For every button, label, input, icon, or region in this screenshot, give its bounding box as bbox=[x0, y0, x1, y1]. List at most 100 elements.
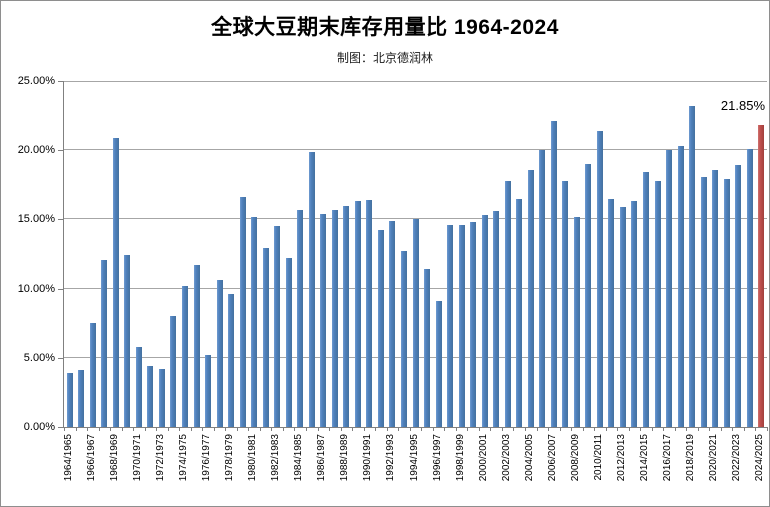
x-axis-tick bbox=[502, 427, 503, 431]
bar bbox=[78, 370, 85, 427]
x-axis-tick bbox=[202, 427, 203, 431]
bar bbox=[516, 198, 523, 427]
gridline bbox=[64, 149, 767, 151]
x-axis-tick bbox=[421, 427, 422, 431]
bar bbox=[562, 180, 569, 427]
x-axis-tick bbox=[76, 427, 77, 431]
x-axis-tick bbox=[352, 427, 353, 431]
x-axis-label: 2022/2023 bbox=[731, 434, 743, 482]
x-axis-label: 2024/2025 bbox=[754, 434, 766, 482]
bar bbox=[239, 197, 246, 427]
x-axis-label: 1978/1979 bbox=[224, 434, 236, 482]
x-axis-label: 2012/2013 bbox=[615, 434, 627, 482]
x-axis-label: 1990/1991 bbox=[362, 434, 374, 482]
bar bbox=[412, 219, 419, 427]
bar bbox=[308, 151, 315, 427]
x-axis-tick bbox=[537, 427, 538, 431]
chart-subtitle: 制图：北京德润林 bbox=[336, 51, 433, 65]
x-axis-tick bbox=[410, 427, 411, 431]
bar bbox=[297, 209, 304, 427]
x-axis-tick bbox=[571, 427, 572, 431]
x-axis-label: 2000/2001 bbox=[477, 434, 489, 482]
x-axis-label: 2008/2009 bbox=[569, 434, 581, 482]
x-axis-label: 1968/1969 bbox=[108, 434, 120, 482]
x-axis-tick bbox=[191, 427, 192, 431]
x-axis-tick bbox=[156, 427, 157, 431]
bar bbox=[182, 285, 188, 427]
bar bbox=[193, 265, 200, 427]
bar bbox=[504, 180, 511, 427]
x-axis-tick bbox=[306, 427, 307, 431]
x-axis-tick bbox=[525, 427, 526, 431]
y-axis-tick bbox=[58, 288, 63, 290]
x-axis-tick bbox=[663, 427, 664, 431]
x-axis-tick bbox=[456, 427, 457, 431]
bar bbox=[66, 373, 73, 427]
bar bbox=[389, 220, 396, 427]
y-axis-tick bbox=[58, 219, 63, 221]
x-axis-tick bbox=[179, 427, 180, 431]
x-axis-label: 1994/1995 bbox=[408, 434, 420, 482]
x-axis-tick bbox=[583, 427, 584, 431]
bar bbox=[550, 121, 557, 427]
x-axis-label: 1966/1967 bbox=[85, 434, 97, 482]
x-axis-label: 1998/1999 bbox=[454, 434, 466, 482]
bar bbox=[124, 255, 131, 427]
y-axis-label: 15.00% bbox=[17, 213, 55, 226]
bar bbox=[343, 205, 350, 427]
x-axis-tick bbox=[698, 427, 699, 431]
x-axis-tick bbox=[755, 427, 756, 431]
y-axis-tick bbox=[58, 150, 63, 152]
x-axis-tick bbox=[606, 427, 607, 431]
bar-highlight bbox=[758, 124, 765, 427]
bar bbox=[654, 180, 661, 427]
bar bbox=[723, 179, 730, 427]
x-axis-tick bbox=[145, 427, 146, 431]
x-axis-label: 2016/2017 bbox=[662, 434, 674, 482]
x-axis-tick bbox=[594, 427, 595, 431]
bar bbox=[631, 201, 638, 427]
bar bbox=[689, 105, 696, 427]
x-axis-label: 1992/1993 bbox=[385, 434, 397, 482]
x-axis-tick bbox=[387, 427, 388, 431]
bar bbox=[596, 130, 603, 427]
x-axis-label: 2010/2011 bbox=[592, 434, 604, 481]
x-axis-label: 2018/2019 bbox=[685, 434, 697, 482]
x-axis-label: 1986/1987 bbox=[316, 434, 328, 482]
bar bbox=[666, 150, 673, 427]
x-axis-tick bbox=[271, 427, 272, 431]
bar bbox=[447, 224, 454, 427]
x-axis-label: 1972/1973 bbox=[154, 434, 166, 482]
bar bbox=[135, 346, 142, 427]
bar bbox=[539, 150, 546, 427]
x-axis-tick bbox=[341, 427, 342, 431]
x-axis-tick bbox=[87, 427, 88, 431]
x-axis-label: 2004/2005 bbox=[523, 434, 535, 482]
x-axis-tick bbox=[318, 427, 319, 431]
bar bbox=[619, 206, 626, 427]
x-axis-tick bbox=[133, 427, 134, 431]
x-axis-tick bbox=[225, 427, 226, 431]
x-axis-tick bbox=[744, 427, 745, 431]
chart-title: 全球大豆期末库存用量比 1964-2024 bbox=[211, 16, 559, 39]
x-axis-label: 1980/1981 bbox=[247, 434, 259, 482]
x-axis-tick bbox=[652, 427, 653, 431]
x-axis-tick bbox=[640, 427, 641, 431]
x-axis-label: 1964/1965 bbox=[62, 434, 74, 482]
x-axis-tick bbox=[122, 427, 123, 431]
x-axis-label: 1996/1997 bbox=[431, 434, 443, 482]
x-axis-tick bbox=[248, 427, 249, 431]
bar bbox=[228, 294, 235, 427]
x-axis-label: 1976/1977 bbox=[201, 434, 213, 482]
bar bbox=[573, 216, 580, 427]
bar bbox=[147, 366, 154, 427]
x-axis-tick bbox=[64, 427, 65, 431]
bar bbox=[205, 355, 212, 427]
x-axis-label: 1974/1975 bbox=[178, 434, 189, 482]
y-axis-label: 5.00% bbox=[23, 351, 55, 364]
x-axis-tick bbox=[686, 427, 687, 431]
x-axis-tick bbox=[294, 427, 295, 431]
bar bbox=[585, 164, 592, 427]
x-axis-tick bbox=[260, 427, 261, 431]
bar bbox=[158, 368, 165, 427]
